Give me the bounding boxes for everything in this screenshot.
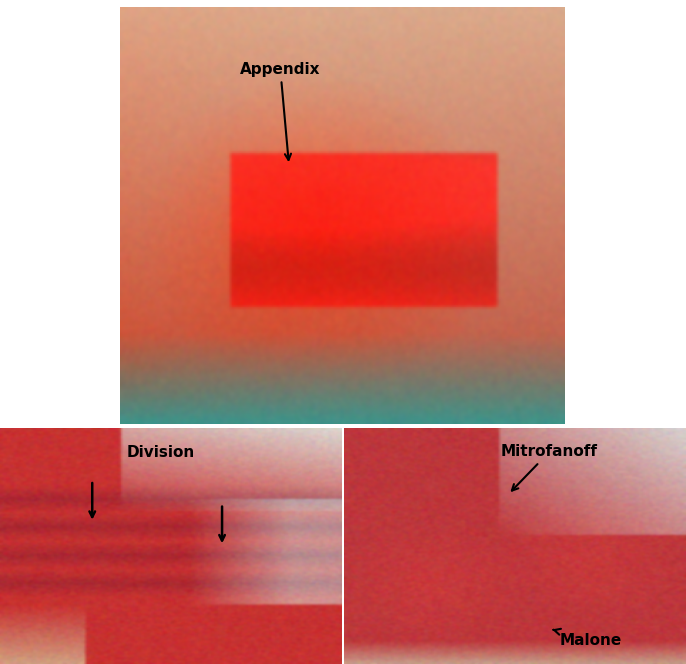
Text: Malone: Malone [554, 629, 622, 648]
Text: Mitrofanoff: Mitrofanoff [501, 444, 598, 491]
Text: Division: Division [126, 445, 195, 459]
Text: Appendix: Appendix [240, 62, 320, 160]
